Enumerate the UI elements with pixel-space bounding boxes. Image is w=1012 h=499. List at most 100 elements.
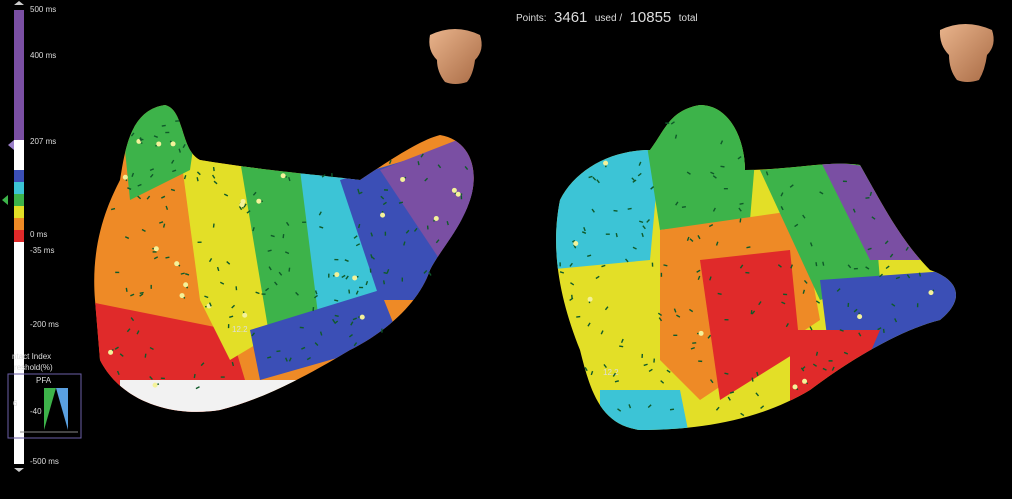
point-marker [382, 280, 386, 285]
point-marker [739, 202, 744, 205]
tagged-point [183, 282, 189, 288]
point-marker [314, 290, 318, 295]
tagged-point [928, 290, 934, 296]
point-marker [729, 391, 735, 394]
point-marker [446, 221, 449, 226]
point-marker [386, 269, 390, 274]
point-marker [321, 174, 326, 178]
point-marker [871, 216, 876, 220]
points-header: Points: 3461 used / 10855 total [516, 9, 698, 26]
point-marker [709, 379, 714, 384]
tagged-point [122, 174, 128, 180]
point-marker [812, 363, 817, 367]
point-marker [720, 140, 724, 145]
color-scale: 500 ms 400 ms 207 ms 0 ms -35 ms -200 ms… [2, 1, 59, 472]
point-marker [278, 271, 283, 276]
point-marker [697, 275, 701, 280]
point-marker [119, 353, 124, 357]
tagged-point [359, 314, 365, 320]
point-marker [380, 195, 385, 200]
point-marker [815, 262, 818, 267]
point-marker [306, 356, 311, 361]
point-marker [270, 234, 275, 238]
point-marker [348, 334, 353, 338]
point-marker [350, 321, 354, 326]
point-marker [149, 173, 154, 178]
point-marker [139, 291, 144, 295]
scale-yellow [14, 206, 24, 218]
point-marker [676, 314, 681, 318]
point-marker [739, 264, 744, 269]
point-marker [267, 356, 272, 359]
point-marker [583, 227, 586, 232]
point-marker [815, 351, 819, 356]
tagged-point [136, 138, 142, 144]
point-marker [383, 271, 388, 275]
point-marker [781, 301, 786, 305]
tagged-point [802, 378, 808, 384]
point-marker [712, 175, 717, 179]
point-marker [437, 164, 442, 169]
point-marker [590, 370, 594, 376]
contact-index-panel: ntact Index reshold(%) PFA 6 [7, 352, 82, 439]
point-marker [800, 367, 805, 372]
point-marker [435, 239, 440, 244]
scale-white [14, 242, 24, 464]
scale-cyan [14, 182, 24, 194]
point-marker [665, 122, 670, 125]
point-marker [794, 223, 799, 228]
point-marker [231, 361, 235, 367]
mapping-points [108, 120, 935, 417]
point-marker [632, 246, 637, 250]
point-marker [790, 264, 794, 269]
point-marker [715, 241, 719, 246]
point-marker [882, 328, 885, 333]
point-marker [183, 175, 187, 180]
point-marker [424, 177, 429, 182]
panel-subtitle: reshold(%) [14, 363, 53, 372]
point-marker [755, 392, 760, 397]
point-marker [352, 317, 357, 321]
tagged-point [433, 216, 439, 222]
point-marker [906, 274, 911, 279]
tagged-point [156, 141, 162, 147]
point-marker [131, 172, 135, 177]
point-marker [144, 353, 147, 358]
point-marker [588, 175, 593, 179]
point-marker [165, 205, 169, 210]
point-marker [139, 138, 144, 141]
point-marker [780, 206, 784, 211]
scale-label: -500 ms [30, 457, 59, 466]
point-marker [669, 408, 675, 411]
used-label: used / [595, 13, 622, 24]
point-marker [213, 180, 218, 185]
point-marker [739, 218, 742, 223]
point-marker [216, 266, 220, 272]
tagged-point [280, 173, 286, 179]
point-marker [822, 261, 825, 266]
tagged-point [153, 246, 159, 252]
panel-triangle [56, 388, 68, 430]
point-marker [724, 372, 729, 375]
point-marker [178, 148, 181, 153]
point-marker [137, 183, 142, 187]
total-count: 10855 [630, 9, 672, 26]
point-marker [149, 346, 154, 351]
point-marker [125, 287, 128, 292]
point-marker [686, 171, 691, 175]
scale-marker [2, 195, 8, 205]
panel-triangle [44, 388, 56, 430]
scale-orange [14, 218, 24, 230]
point-marker [737, 155, 742, 160]
point-marker [637, 172, 642, 177]
point-marker [696, 269, 701, 273]
point-marker [153, 256, 159, 260]
scale-label: -40 [30, 407, 42, 416]
point-marker [318, 211, 322, 216]
scale-red [14, 230, 24, 242]
point-marker [313, 294, 318, 299]
point-marker [785, 323, 789, 328]
point-marker [822, 367, 827, 371]
point-marker [420, 153, 424, 158]
point-marker [246, 210, 251, 214]
